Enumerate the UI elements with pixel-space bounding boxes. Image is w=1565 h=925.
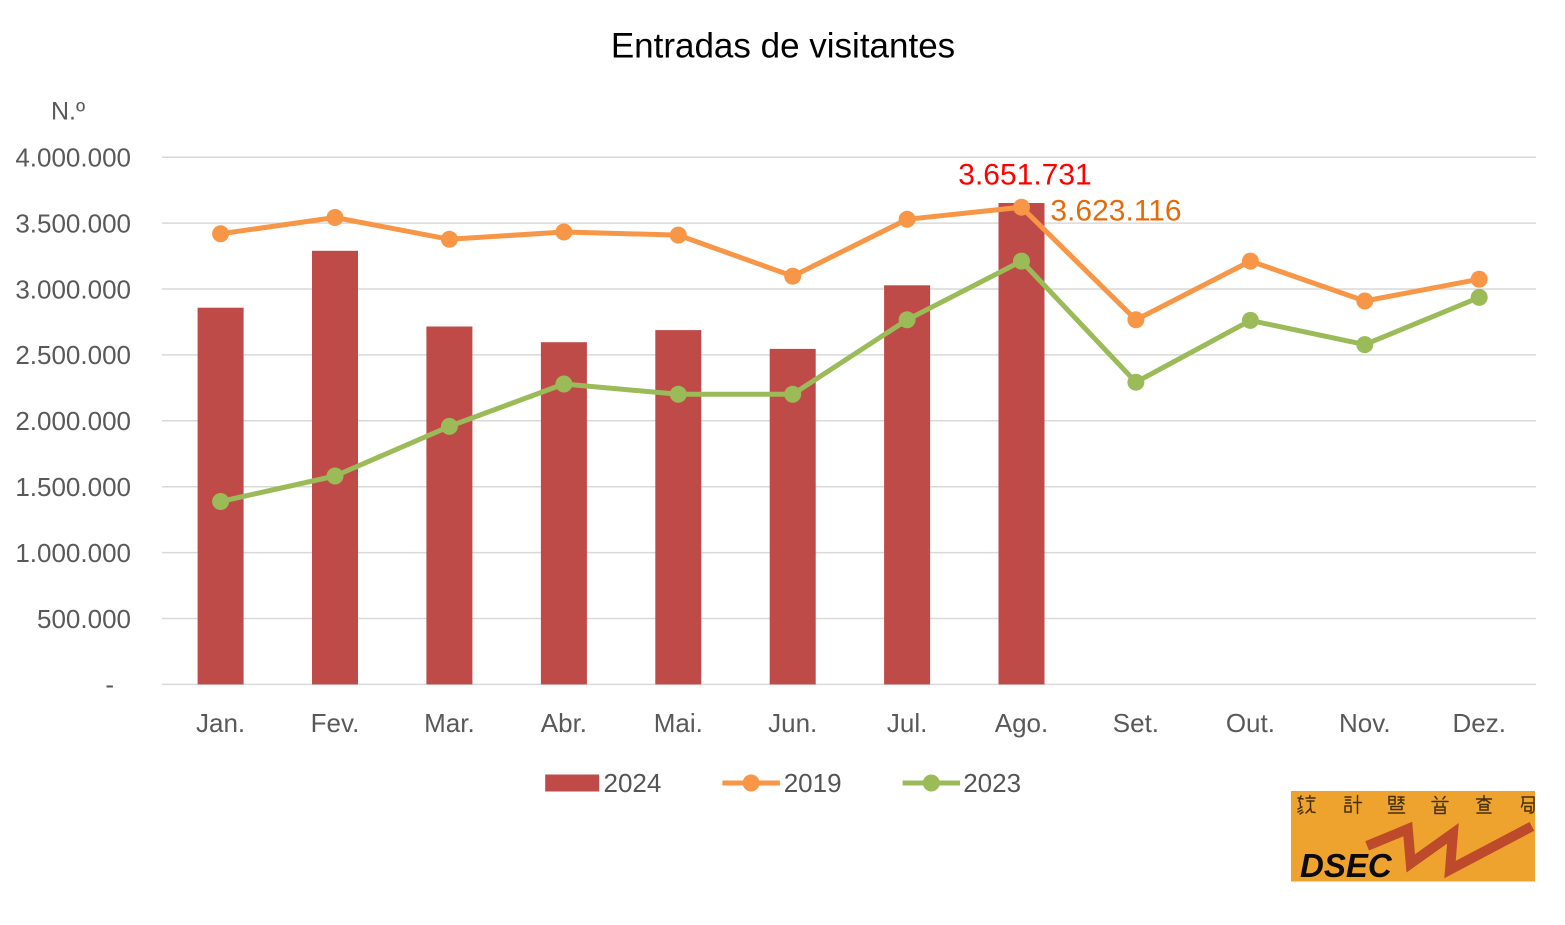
svg-text:3.500.000: 3.500.000 <box>15 208 131 238</box>
svg-text:2.000.000: 2.000.000 <box>15 406 131 436</box>
svg-text:1.500.000: 1.500.000 <box>15 472 131 502</box>
svg-text:Entradas de visitantes: Entradas de visitantes <box>611 27 955 66</box>
svg-text:500.000: 500.000 <box>37 604 131 634</box>
svg-text:Out.: Out. <box>1226 708 1275 738</box>
svg-text:3.651.731: 3.651.731 <box>958 159 1091 192</box>
svg-text:-: - <box>105 670 114 700</box>
svg-text:Nov.: Nov. <box>1339 708 1391 738</box>
svg-text:Mai.: Mai. <box>654 708 703 738</box>
svg-text:DSEC: DSEC <box>1300 847 1393 884</box>
svg-text:Abr.: Abr. <box>541 708 587 738</box>
svg-text:Jun.: Jun. <box>768 708 817 738</box>
svg-text:4.000.000: 4.000.000 <box>15 143 131 173</box>
svg-text:Jul.: Jul. <box>887 708 927 738</box>
svg-text:Set.: Set. <box>1113 708 1159 738</box>
svg-text:Mar.: Mar. <box>424 708 475 738</box>
svg-text:3.000.000: 3.000.000 <box>15 274 131 304</box>
svg-text:3.623.116: 3.623.116 <box>1050 195 1181 228</box>
svg-text:Ago.: Ago. <box>995 708 1049 738</box>
svg-text:2023: 2023 <box>963 768 1021 798</box>
svg-text:2.500.000: 2.500.000 <box>15 340 131 370</box>
svg-text:N.º: N.º <box>51 98 85 126</box>
svg-text:2024: 2024 <box>604 768 662 798</box>
svg-text:2019: 2019 <box>784 768 842 798</box>
svg-text:Fev.: Fev. <box>311 708 360 738</box>
svg-text:Dez.: Dez. <box>1452 708 1505 738</box>
svg-text:Jan.: Jan. <box>196 708 245 738</box>
svg-text:1.000.000: 1.000.000 <box>15 538 131 568</box>
